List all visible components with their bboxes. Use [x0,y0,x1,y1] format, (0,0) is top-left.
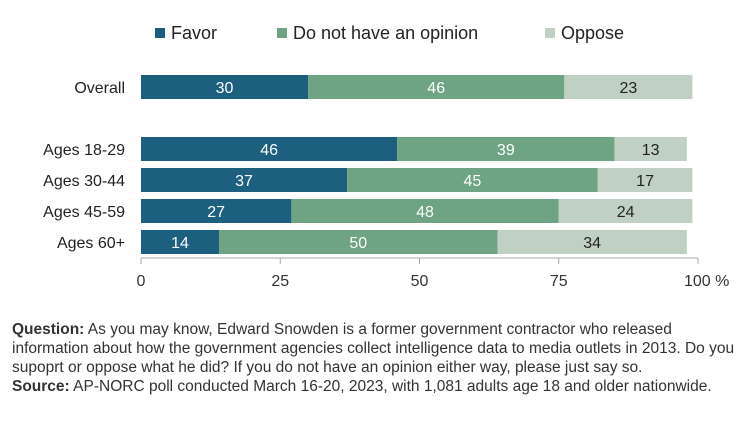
legend-swatch-oppose [545,28,555,38]
bar-favor-ages-18-29 [141,137,398,161]
legend-label-no-opinion: Do not have an opinion [293,23,479,43]
bar-no-opinion-overall [308,75,565,99]
bar-no-opinion-ages-60- [218,230,498,254]
x-tick-label: 50 [411,273,429,290]
value-label-favor-ages-30-44: 37 [235,173,253,190]
x-tick-label: 75 [550,273,568,290]
category-label-ages-18-29: Ages 18-29 [43,142,125,159]
value-label-no-opinion-ages-45-59: 48 [416,204,434,221]
bar-oppose-overall [564,75,693,99]
value-label-no-opinion-ages-30-44: 45 [464,173,482,190]
value-label-oppose-ages-45-59: 24 [617,204,635,221]
legend-item-no-opinion: Do not have an opinion [277,20,478,46]
bar-no-opinion-ages-45-59 [291,199,559,223]
value-label-favor-overall: 30 [216,80,234,97]
bar-no-opinion-ages-18-29 [397,137,615,161]
value-label-oppose-ages-30-44: 17 [636,173,654,190]
category-label-ages-60-: Ages 60+ [57,235,125,252]
value-label-oppose-overall: 23 [619,80,637,97]
legend-item-oppose: Oppose [545,20,624,46]
legend-swatch-no-opinion [277,28,287,38]
value-label-no-opinion-overall: 46 [427,80,445,97]
x-tick-label: 25 [271,273,289,290]
source-text: AP-NORC poll conducted March 16-20, 2023… [73,378,712,395]
legend-item-favor: Favor [155,20,217,46]
value-label-no-opinion-ages-60-: 50 [349,235,367,252]
value-label-oppose-ages-60-: 34 [583,235,601,252]
question-text: As you may know, Edward Snowden is a for… [12,321,735,376]
legend-label-oppose: Oppose [561,23,625,43]
value-label-favor-ages-45-59: 27 [207,204,225,221]
legend: Favor Do not have an opinion Oppose [0,20,747,46]
bar-favor-ages-30-44 [141,168,348,192]
bar-oppose-ages-60- [497,230,687,254]
question-note: Question: As you may know, Edward Snowde… [12,320,737,377]
bar-favor-ages-45-59 [141,199,292,223]
x-tick-label: 100 % [684,273,729,290]
value-label-favor-ages-18-29: 46 [260,142,278,159]
legend-swatch-favor [155,28,165,38]
bar-favor-overall [141,75,309,99]
value-label-oppose-ages-18-29: 13 [642,142,660,159]
legend-label-favor: Favor [171,23,218,43]
value-label-no-opinion-ages-18-29: 39 [497,142,515,159]
category-label-ages-30-44: Ages 30-44 [43,173,125,190]
bar-oppose-ages-18-29 [614,137,687,161]
chart-notes: Question: As you may know, Edward Snowde… [12,320,737,396]
category-label-ages-45-59: Ages 45-59 [43,204,125,221]
source-label: Source: [12,378,70,395]
bar-oppose-ages-30-44 [597,168,693,192]
bar-oppose-ages-45-59 [558,199,693,223]
value-label-favor-ages-60-: 14 [171,235,189,252]
source-note: Source: AP-NORC poll conducted March 16-… [12,377,737,396]
x-tick-label: 0 [137,273,146,290]
question-label: Question: [12,321,85,338]
bar-favor-ages-60- [141,230,219,254]
stacked-bar-chart: Overall 30 46 23 Ages 18-29 46 39 13 Ages 30-44 3… [43,75,729,290]
category-label-overall: Overall [74,80,125,97]
bar-no-opinion-ages-30-44 [347,168,598,192]
